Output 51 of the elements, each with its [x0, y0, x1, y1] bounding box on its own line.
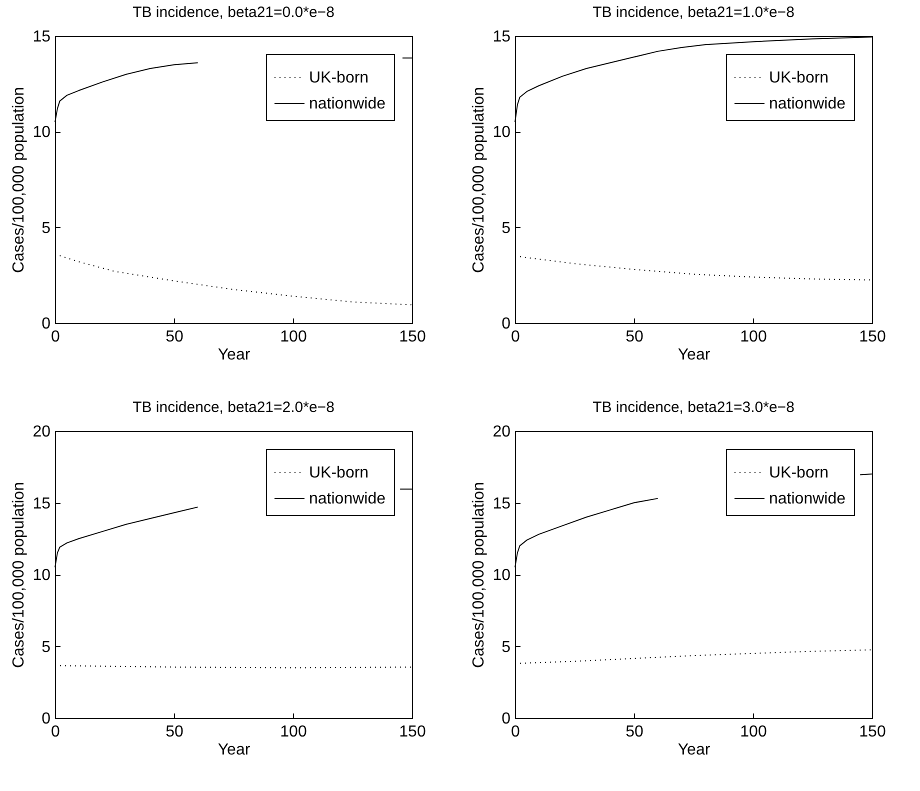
legend-label: nationwide — [309, 96, 386, 112]
legend-label: nationwide — [769, 96, 846, 112]
legend-label: nationwide — [769, 490, 846, 508]
x-tick-label: 150 — [859, 724, 886, 740]
y-axis-title: Cases/100,000 population — [470, 482, 488, 668]
legend-label: UK-born — [769, 464, 829, 482]
y-tick-label: 10 — [492, 124, 511, 142]
y-tick-label: 0 — [502, 710, 511, 728]
chart-title: TB incidence, beta21=0.0*e−8 — [132, 4, 334, 21]
x-axis-title: Year — [218, 346, 251, 364]
y-tick-label: 20 — [32, 424, 51, 440]
y-tick-label: 5 — [502, 638, 511, 656]
y-tick-label: 0 — [42, 710, 51, 728]
y-tick-label: 15 — [492, 495, 511, 512]
y-tick-label: 5 — [42, 220, 51, 237]
y-tick-label: 15 — [32, 28, 51, 46]
chart-title: TB incidence, beta21=3.0*e−8 — [592, 399, 794, 416]
y-tick-label: 15 — [32, 495, 51, 512]
x-axis-title: Year — [678, 346, 711, 364]
x-tick-label: 150 — [399, 724, 426, 740]
x-tick-label: 50 — [626, 328, 644, 346]
x-axis-title: Year — [678, 742, 711, 758]
y-tick-label: 10 — [492, 567, 511, 584]
y-tick-label: 10 — [32, 567, 51, 584]
chart-title: TB incidence, beta21=1.0*e−8 — [592, 4, 794, 21]
x-tick-label: 150 — [859, 328, 886, 346]
y-axis-title: Cases/100,000 population — [10, 482, 28, 668]
y-tick-label: 5 — [42, 638, 51, 656]
legend-label: UK-born — [769, 70, 829, 86]
x-tick-label: 100 — [280, 724, 307, 740]
legend-label: UK-born — [309, 464, 369, 482]
y-tick-label: 20 — [492, 424, 511, 440]
chart-title: TB incidence, beta21=2.0*e−8 — [132, 399, 334, 416]
x-axis-title: Year — [218, 742, 251, 758]
x-tick-label: 50 — [166, 724, 184, 740]
line-series — [514, 256, 872, 280]
y-tick-label: 5 — [502, 220, 511, 237]
x-tick-label: 50 — [626, 724, 644, 740]
y-tick-label: 15 — [492, 28, 511, 46]
x-tick-label: 50 — [166, 328, 184, 346]
x-tick-label: 150 — [399, 328, 426, 346]
y-axis-title: Cases/100,000 population — [10, 87, 28, 273]
legend-label: UK-born — [309, 70, 369, 86]
y-tick-label: 0 — [502, 316, 511, 332]
x-tick-label: 100 — [740, 328, 767, 346]
series-label: nationwide — [309, 490, 386, 508]
x-tick-label: 100 — [280, 328, 307, 346]
y-tick-label: 10 — [32, 124, 51, 142]
y-tick-label: 0 — [42, 316, 51, 332]
x-tick-label: 100 — [740, 724, 767, 740]
y-axis-title: Cases/100,000 population — [470, 87, 488, 273]
